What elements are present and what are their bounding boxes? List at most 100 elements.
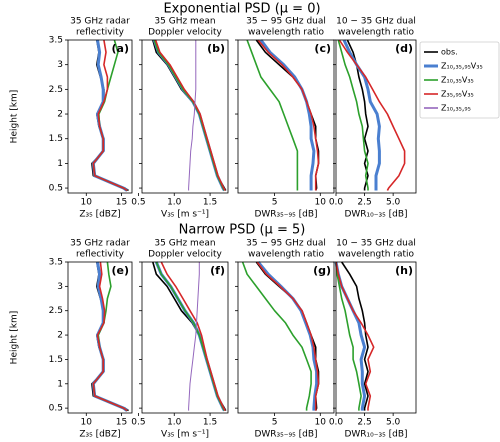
x-tick-label: 2.5 [357,418,371,428]
profile-line [335,261,362,411]
x-tick-label: 2.5 [357,198,371,208]
profile-line [338,39,406,191]
y-tick-label: 0.5 [49,184,63,194]
profile-line [342,39,381,191]
panel-title: reflectivity [76,250,125,260]
profile-line [259,39,316,191]
panel-title: 35 GHz mean [154,17,215,27]
profile-line [188,40,197,191]
profile-line [92,261,128,412]
profile-line [256,261,320,411]
x-tick-label: 0.0 [329,418,344,428]
plot-frame [141,261,229,414]
profile-line [346,39,369,191]
plot-frame [67,261,133,414]
y-tick-label: 1.5 [49,134,63,144]
y-tick-label: 1 [57,379,63,389]
profile-line [257,39,320,191]
y-tick-label: 2 [57,110,63,120]
y-axis-label: Height [km] [10,90,20,144]
profile-line [154,261,226,412]
panel-title: reflectivity [76,28,125,38]
panel-title: 10 − 35 GHz dual [336,239,416,249]
x-tick-label: 5 [272,198,278,208]
x-axis-label: DWR₁₀₋₃₅ [dB] [344,210,407,220]
profile-line [92,39,128,192]
legend-label: Z₁₀,₃₅V₃₅ [441,76,474,85]
x-tick-label: 10 [315,418,327,428]
panel-title: wavelength ratio [248,28,325,38]
legend-box [419,41,500,119]
plot-frame [237,39,335,194]
x-tick-label: 0.5 [131,198,145,208]
panel-title: 35 − 95 GHz dual [246,239,326,249]
x-tick-label: 5.0 [386,198,401,208]
x-axis-label: Z₃₅ [dBZ] [79,430,120,440]
panel-title: Doppler velocity [148,250,222,260]
panel-title: wavelength ratio [338,28,415,38]
y-tick-label: 1.5 [49,355,63,365]
profile-line [188,262,200,411]
x-tick-label: 10 [81,418,93,428]
plot-frame [141,39,229,194]
row-title: Exponential PSD (μ = 0) [163,2,320,17]
x-axis-label: V₃₅ [m s⁻¹] [161,430,209,440]
x-axis-label: DWR₃₅₋₉₅ [dB] [254,210,317,220]
panel-label: (g) [313,264,331,277]
x-tick-label: 0.0 [329,198,344,208]
panel-label: (h) [395,264,413,277]
x-tick-label: 15 [116,198,127,208]
row-title: Narrow PSD (μ = 5) [179,223,306,238]
y-tick-label: 2.5 [49,306,63,316]
x-tick-label: 10 [81,198,93,208]
y-tick-label: 3.5 [49,36,63,46]
x-tick-label: 1.0 [167,418,182,428]
panel-title: 35 − 95 GHz dual [246,17,326,27]
panel-title: 35 GHz mean [154,239,215,249]
panel-title: 35 GHz radar [70,239,130,249]
x-axis-label: DWR₁₀₋₃₅ [dB] [344,430,407,440]
panel-label: (a) [112,42,129,55]
panel-title: wavelength ratio [338,250,415,260]
profile-line [256,261,319,411]
profile-line [241,261,312,411]
legend-label: Z₃₅,₉₅V₃₅ [441,90,474,99]
profile-line [335,261,375,411]
x-tick-label: 0.5 [131,418,145,428]
profile-line [341,261,369,411]
x-axis-label: V₃₅ [m s⁻¹] [161,210,209,220]
plot-frame [335,261,417,414]
y-axis-label: Height [km] [10,311,20,365]
panel-label: (b) [207,42,225,55]
panel-label: (e) [111,264,129,277]
y-tick-label: 1 [57,159,63,169]
plot-frame [67,39,133,194]
panel-label: (c) [314,42,331,55]
panel-title: 35 GHz radar [70,17,130,27]
y-tick-label: 3 [57,282,63,292]
panel-title: Doppler velocity [148,28,222,38]
y-tick-label: 3 [57,60,63,70]
plot-frame [335,39,417,194]
panel-label: (f) [210,264,225,277]
x-tick-label: 15 [116,418,127,428]
profile-line [154,39,226,191]
profile-line [160,261,226,411]
y-tick-label: 3.5 [49,258,63,268]
panel-label: (d) [395,42,413,55]
plot-frame [237,261,335,414]
legend-label: Z₁₀,₃₅,₉₅V₃₅ [441,62,483,71]
x-axis-label: DWR₃₅₋₉₅ [dB] [254,430,317,440]
legend-label: Z₁₀,₃₅,₉₅ [441,104,471,113]
x-tick-label: 5 [272,418,278,428]
panel-title: 10 − 35 GHz dual [336,17,416,27]
x-tick-label: 1.0 [167,198,182,208]
x-axis-label: Z₃₅ [dBZ] [79,210,120,220]
x-tick-label: 1.5 [203,198,217,208]
y-tick-label: 2 [57,331,63,341]
profile-line [337,39,369,191]
x-tick-label: 1.5 [203,418,217,428]
panel-title: wavelength ratio [248,250,325,260]
x-tick-label: 10 [315,198,327,208]
